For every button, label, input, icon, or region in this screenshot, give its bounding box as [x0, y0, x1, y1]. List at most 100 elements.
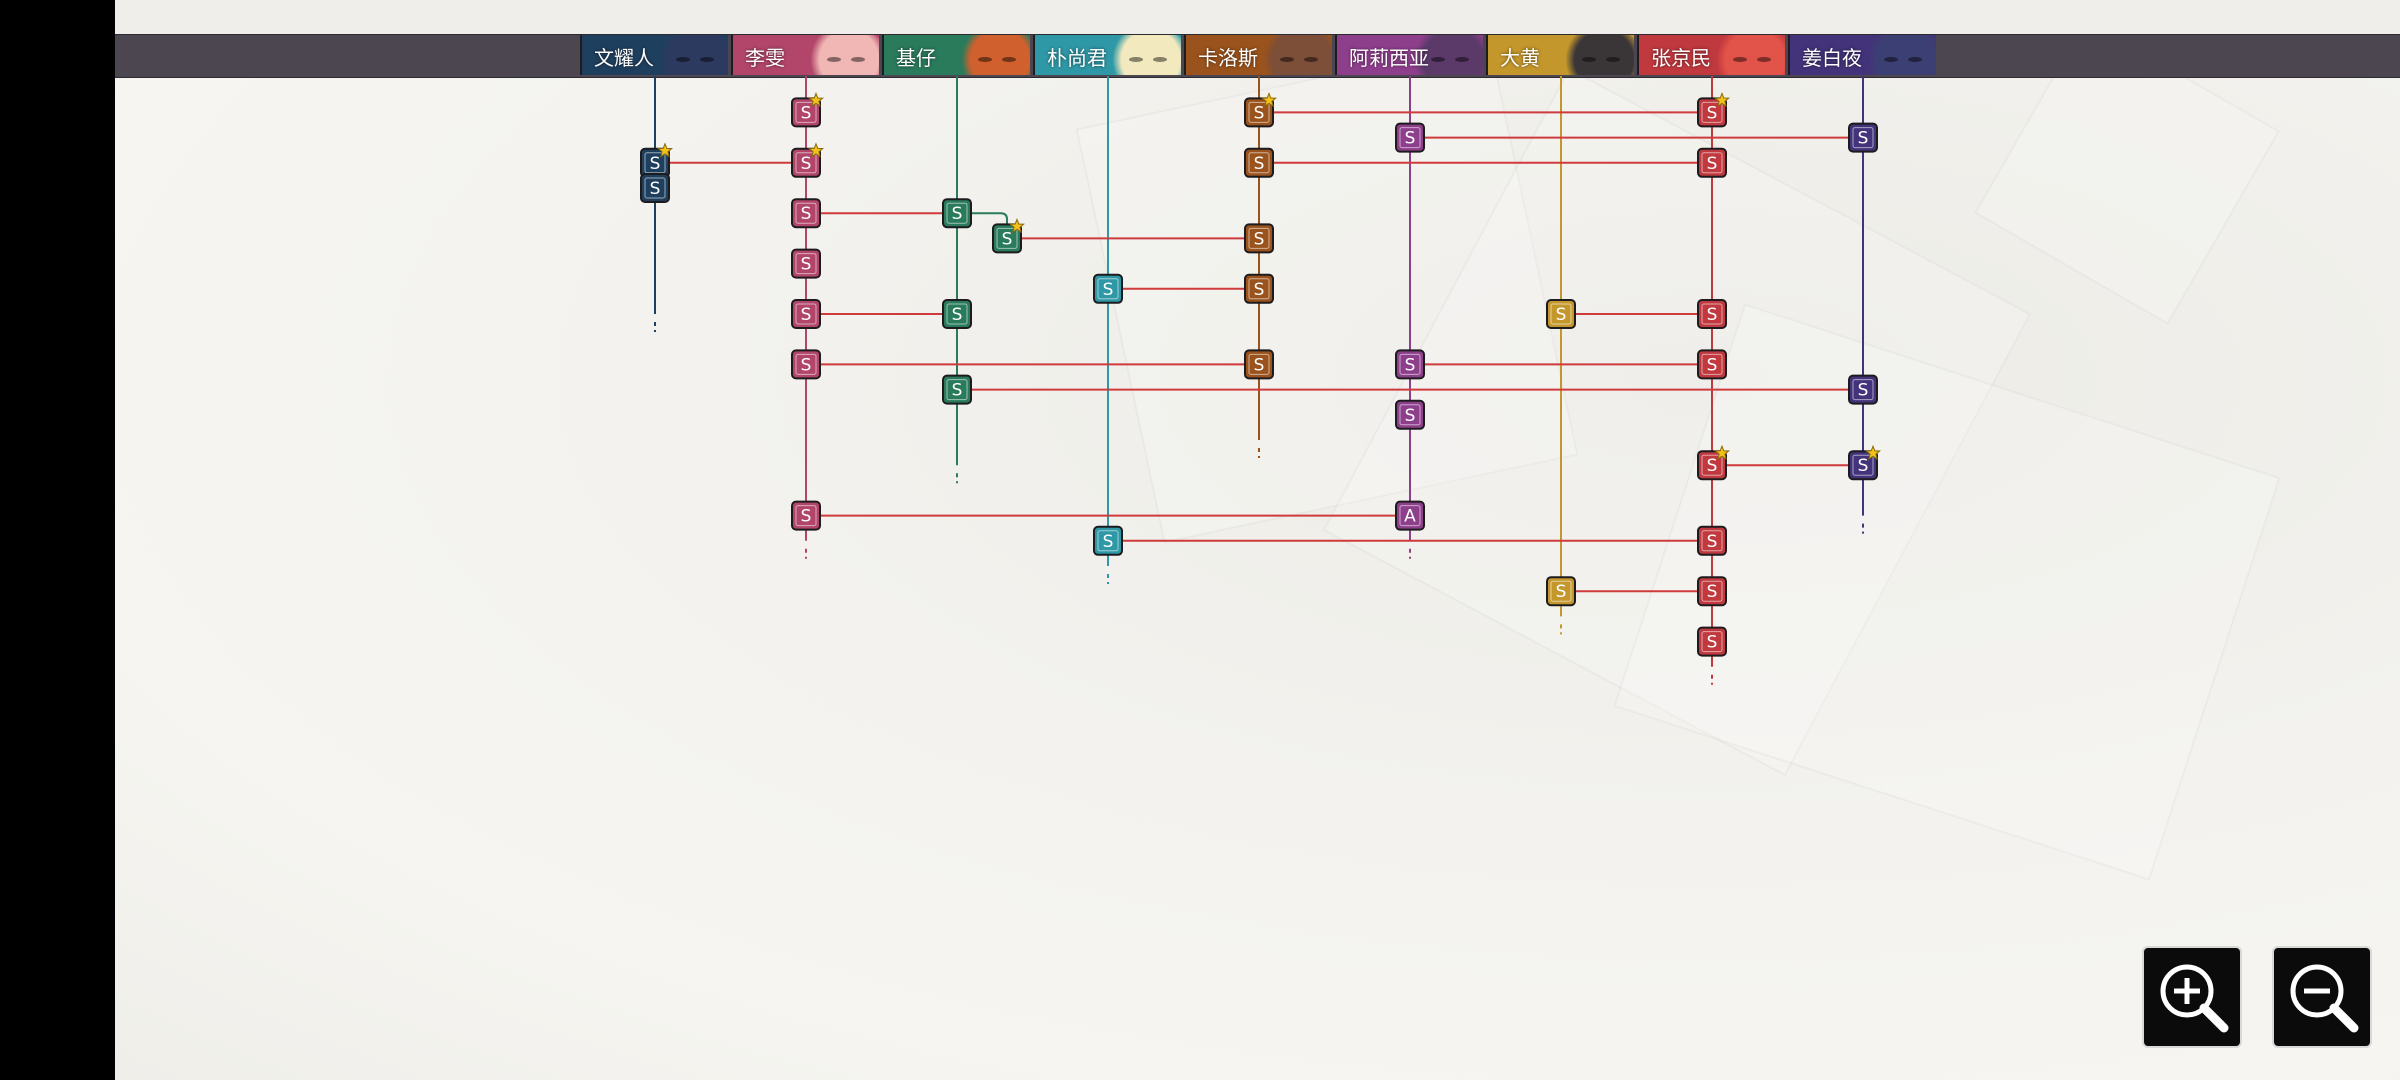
character-tab-a[interactable]: 阿莉西亚 [1335, 35, 1483, 75]
star-icon [1713, 92, 1731, 108]
support-node-ka[interactable]: S [1244, 349, 1274, 380]
node-rank-label: S [1405, 406, 1416, 426]
character-tab-da[interactable]: 大黄 [1486, 35, 1634, 75]
support-node-zhang[interactable]: S [1697, 147, 1727, 178]
star-icon [807, 92, 825, 108]
support-node-wen[interactable]: S [640, 142, 674, 178]
node-box [1244, 223, 1274, 254]
character-tab-piao[interactable]: 朴尚君 [1033, 35, 1181, 75]
node-box [1697, 626, 1727, 657]
node-box [1697, 147, 1727, 178]
node-box [1093, 273, 1123, 304]
support-node-zhang[interactable]: S [1697, 626, 1727, 657]
support-node-ji[interactable]: S [942, 374, 972, 405]
star-icon [1260, 92, 1278, 108]
support-node-ka[interactable]: S [1244, 223, 1274, 254]
character-tab-zhang[interactable]: 张京民 [1637, 35, 1785, 75]
node-box [1697, 299, 1727, 329]
node-rank-label: S [1707, 633, 1718, 653]
star-icon [807, 142, 825, 158]
node-rank-label: S [801, 355, 812, 375]
character-portrait [1258, 35, 1332, 75]
node-inner-border [1701, 580, 1723, 602]
zoom-out-button[interactable] [2272, 946, 2372, 1048]
node-rank-label: S [650, 154, 661, 174]
support-node-piao[interactable]: S [1093, 273, 1123, 304]
node-box [1848, 122, 1878, 153]
node-rank-label: S [1556, 305, 1567, 325]
node-box [1697, 576, 1727, 607]
support-node-ji[interactable]: S [942, 198, 972, 229]
character-tab-ji[interactable]: 基仔 [882, 35, 1030, 75]
node-rank-label: S [1707, 532, 1718, 552]
character-tab-wen[interactable]: 文耀人 [580, 35, 728, 75]
support-node-li[interactable]: S [791, 349, 821, 380]
star-icon [1713, 444, 1731, 461]
support-node-a[interactable]: S [1395, 349, 1425, 380]
node-rank-label: S [801, 103, 812, 123]
support-node-zhang[interactable]: S [1697, 92, 1731, 128]
node-rank-label: A [1404, 507, 1416, 527]
support-node-li[interactable]: S [791, 142, 825, 178]
character-name: 大黄 [1500, 46, 1540, 70]
character-tab-ka[interactable]: 卡洛斯 [1184, 35, 1332, 75]
node-box [1244, 273, 1274, 304]
node-inner-border [644, 177, 666, 199]
branch-connector-ji [957, 212, 1008, 239]
character-tab-li[interactable]: 李雯 [731, 35, 879, 75]
support-node-jiang[interactable]: S [1848, 122, 1878, 153]
node-inner-border [996, 227, 1018, 249]
support-node-da[interactable]: S [1546, 576, 1576, 607]
node-box [1848, 374, 1878, 405]
support-node-zhang[interactable]: S [1697, 349, 1727, 380]
support-node-piao[interactable]: S [1093, 525, 1123, 556]
node-inner-border [1399, 505, 1421, 527]
node-rank-label: S [1707, 103, 1718, 123]
support-node-zhang[interactable]: S [1697, 299, 1727, 329]
character-name: 卡洛斯 [1198, 46, 1258, 70]
zoom-in-button[interactable] [2142, 946, 2242, 1048]
node-box [1395, 500, 1425, 531]
support-node-ka[interactable]: S [1244, 92, 1278, 128]
support-node-zhang[interactable]: S [1697, 576, 1727, 607]
node-inner-border [1701, 454, 1723, 476]
support-node-jiang[interactable]: S [1848, 444, 1882, 481]
support-node-li[interactable]: S [791, 92, 825, 128]
support-node-li[interactable]: S [791, 198, 821, 229]
support-node-ji[interactable]: S [942, 299, 972, 329]
support-node-a[interactable]: S [1395, 122, 1425, 153]
node-inner-border [1701, 303, 1723, 325]
support-node-a[interactable]: A [1395, 500, 1425, 531]
support-node-a[interactable]: S [1395, 399, 1425, 430]
node-inner-border [1248, 353, 1270, 375]
node-inner-border [1248, 278, 1270, 300]
support-node-li[interactable]: S [791, 248, 821, 279]
node-box [1697, 525, 1727, 556]
node-box [942, 198, 972, 229]
support-node-jiang[interactable]: S [1848, 374, 1878, 405]
affinity-graph: S S S S S S S S S S S S S S S S S S S S S S S S S S S S S S S A S S S S S [640, 76, 1882, 685]
node-box [640, 173, 670, 203]
node-inner-border [946, 379, 968, 401]
node-box [1395, 349, 1425, 380]
support-node-ji[interactable]: S [992, 218, 1026, 254]
character-portrait [1107, 35, 1181, 75]
character-portrait [956, 35, 1030, 75]
character-name: 基仔 [896, 46, 936, 70]
support-node-li[interactable]: S [791, 500, 821, 531]
node-rank-label: S [801, 204, 812, 224]
character-tab-jiang[interactable]: 姜白夜 [1788, 35, 1936, 75]
node-inner-border [1399, 404, 1421, 426]
node-rank-label: S [1556, 582, 1567, 602]
support-node-ka[interactable]: S [1244, 147, 1274, 178]
support-node-ka[interactable]: S [1244, 273, 1274, 304]
support-node-zhang[interactable]: S [1697, 444, 1731, 481]
node-rank-label: S [1405, 129, 1416, 149]
node-rank-label: S [1254, 280, 1265, 300]
support-node-zhang[interactable]: S [1697, 525, 1727, 556]
support-node-da[interactable]: S [1546, 299, 1576, 329]
node-rank-label: S [801, 255, 812, 275]
support-node-li[interactable]: S [791, 299, 821, 329]
node-inner-border [1248, 101, 1270, 123]
support-node-wen[interactable]: S [640, 173, 670, 203]
